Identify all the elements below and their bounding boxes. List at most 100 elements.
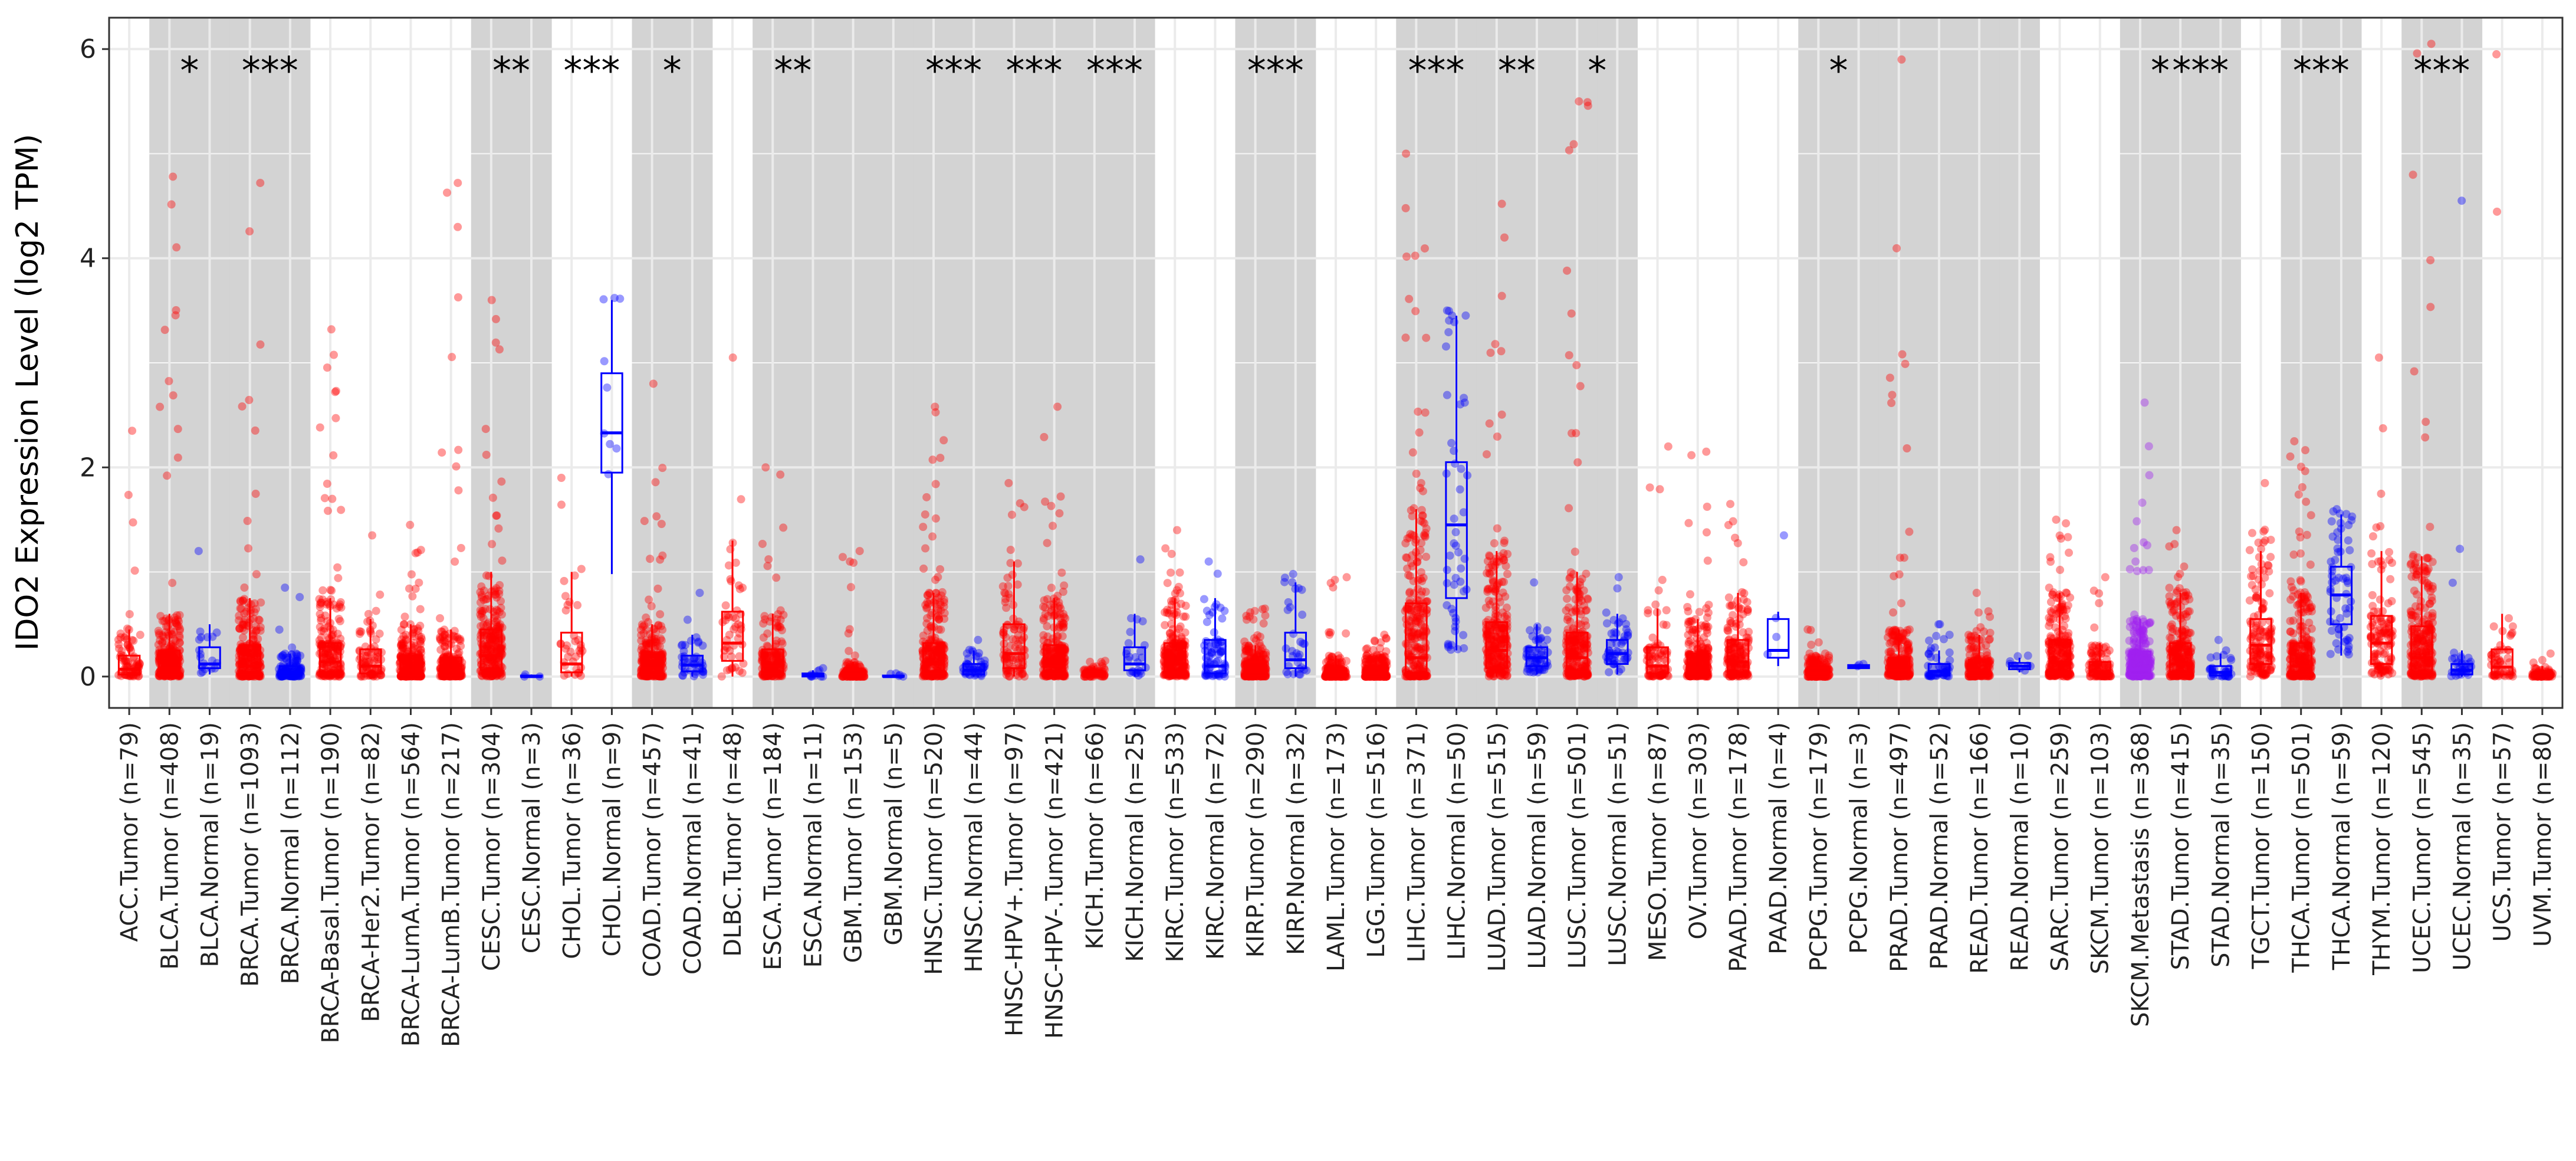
sample-point: [734, 581, 743, 590]
sample-point: [402, 635, 410, 644]
sample-point: [163, 651, 172, 660]
sample-point: [776, 470, 785, 479]
sample-point: [160, 637, 169, 645]
sample-point: [166, 659, 175, 668]
sample-point: [121, 632, 130, 641]
sample-point: [326, 643, 335, 652]
sample-point: [409, 639, 418, 648]
sample-point: [165, 660, 173, 668]
sample-point: [844, 629, 853, 638]
sample-point: [1484, 596, 1493, 605]
sample-point: [240, 620, 249, 629]
sample-point: [488, 671, 497, 680]
sample-point: [402, 655, 410, 664]
sample-point: [1039, 636, 1048, 645]
sample-point: [120, 656, 129, 665]
sample-point: [136, 631, 144, 639]
sample-point: [416, 672, 425, 681]
sample-point: [417, 635, 426, 644]
sample-point: [487, 296, 496, 304]
sample-point: [1497, 199, 1506, 208]
sample-point: [1490, 539, 1499, 547]
sample-point: [316, 423, 324, 432]
sample-point: [491, 338, 500, 347]
sample-point: [1450, 539, 1458, 548]
sample-point: [563, 641, 571, 650]
sample-point: [368, 531, 377, 540]
sample-point: [239, 621, 248, 629]
sample-point: [319, 654, 328, 663]
sample-point: [156, 402, 165, 411]
sample-point: [239, 655, 248, 664]
sample-point: [241, 648, 249, 657]
sample-point: [1280, 573, 1289, 582]
sample-point: [1482, 450, 1491, 459]
sample-point: [1097, 658, 1106, 667]
sample-point: [441, 672, 449, 681]
sample-point: [1401, 204, 1410, 212]
sample-point: [1051, 610, 1060, 619]
sample-point: [1405, 294, 1414, 303]
sample-point: [252, 644, 261, 652]
sample-point: [323, 600, 331, 609]
sample-point: [561, 592, 570, 601]
sample-point: [129, 518, 137, 527]
sample-point: [322, 661, 331, 670]
sample-point: [318, 672, 327, 681]
sample-point: [1362, 645, 1371, 654]
sample-point: [327, 325, 336, 334]
sample-point: [327, 642, 336, 651]
sample-point: [416, 639, 425, 648]
sample-point: [336, 672, 344, 681]
sample-point: [333, 645, 342, 654]
sample-point: [1342, 573, 1351, 582]
sample-point: [445, 660, 454, 669]
sample-point: [775, 653, 784, 662]
sample-point: [658, 464, 667, 473]
sample-point: [332, 604, 341, 613]
sample-point: [336, 665, 344, 674]
sample-point: [319, 627, 328, 636]
sample-point: [166, 654, 175, 663]
sample-point: [163, 471, 172, 480]
sample-point: [1006, 546, 1015, 555]
sample-point: [317, 616, 326, 625]
sample-point: [776, 623, 785, 632]
sample-point: [1412, 470, 1421, 478]
sample-point: [1402, 149, 1411, 158]
sample-point: [367, 650, 376, 658]
sample-point: [450, 658, 459, 667]
sample-point: [640, 621, 649, 630]
sample-point: [277, 652, 285, 661]
sample-point: [157, 669, 166, 678]
sample-point: [416, 546, 425, 555]
sample-point: [441, 634, 449, 642]
sample-point: [122, 656, 131, 665]
sample-point: [1503, 569, 1512, 578]
sample-point: [603, 383, 612, 392]
sample-point: [1451, 627, 1460, 635]
sample-point: [454, 222, 462, 231]
sample-point: [405, 659, 413, 668]
sample-point: [169, 652, 178, 661]
sample-point: [410, 632, 419, 641]
sample-point: [936, 565, 945, 573]
sample-point: [362, 651, 371, 660]
sample-point: [236, 604, 245, 613]
sample-point: [316, 622, 324, 631]
sample-point: [158, 631, 167, 640]
sample-point: [1058, 621, 1067, 629]
sample-point: [324, 645, 333, 654]
sample-point: [402, 659, 411, 668]
sample-point: [402, 672, 410, 681]
sample-point: [406, 652, 415, 661]
sample-point: [256, 340, 265, 349]
sample-point: [456, 642, 465, 651]
sample-point: [160, 658, 169, 667]
sample-point: [251, 666, 259, 675]
sample-point: [1003, 668, 1012, 677]
sample-point: [402, 658, 410, 667]
sample-point: [454, 293, 462, 301]
sample-point: [1461, 311, 1470, 320]
sample-point: [160, 654, 169, 663]
